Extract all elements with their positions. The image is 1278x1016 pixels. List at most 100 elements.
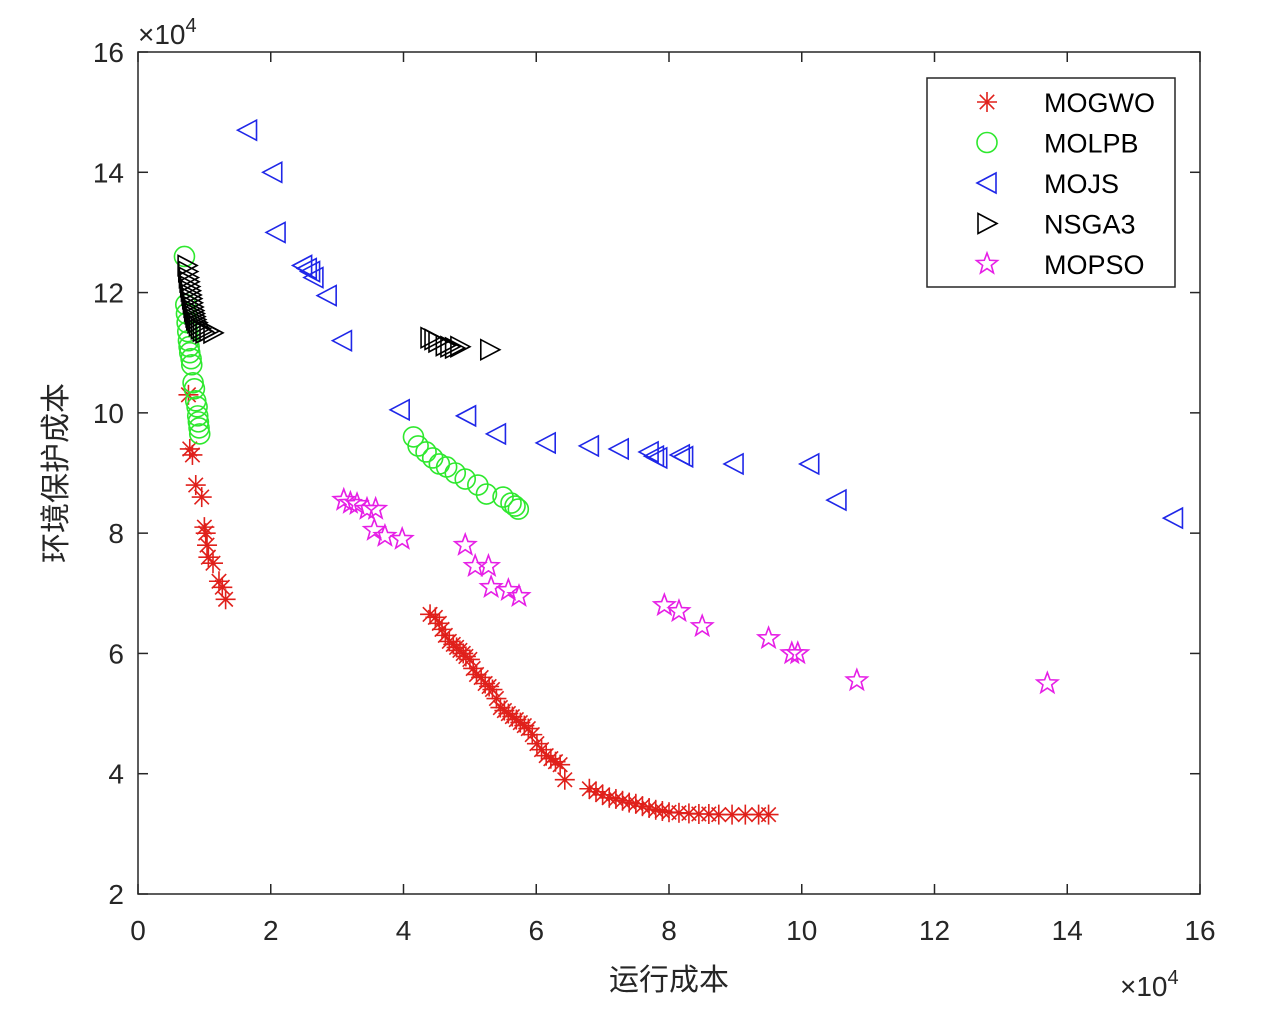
data-point-molpb: [188, 423, 211, 445]
x-tick-label: 6: [528, 915, 544, 946]
data-point-mogwo: [185, 475, 206, 496]
legend-label: MOLPB: [1044, 129, 1139, 159]
data-point-mogwo: [708, 804, 729, 825]
x-tick-label: 10: [786, 915, 817, 946]
x-tick-label: 16: [1184, 915, 1215, 946]
data-point-mogwo: [182, 444, 203, 465]
data-point-molpb: [186, 396, 208, 418]
data-point-molpb: [454, 468, 477, 490]
data-point-mopso: [361, 516, 387, 541]
data-point-mojs: [671, 445, 694, 469]
series-molpb: [173, 245, 530, 520]
data-point-molpb: [467, 474, 489, 496]
data-point-mogwo: [518, 718, 539, 739]
legend-marker-molpb: [976, 131, 998, 154]
data-point-mogwo: [198, 547, 219, 568]
data-point-mogwo: [619, 792, 640, 813]
data-point-mojs: [388, 398, 410, 422]
data-point-mojs: [454, 404, 477, 428]
x-tick-label: 0: [130, 915, 146, 946]
data-point-mopso: [666, 598, 692, 623]
data-point-mogwo: [486, 688, 507, 709]
y-tick-label: 8: [108, 518, 124, 549]
data-point-mopso: [478, 573, 504, 599]
x-tick-label: 8: [661, 915, 677, 946]
data-point-mopso: [495, 576, 522, 602]
data-point-nsga3: [187, 311, 209, 334]
data-point-mopso: [844, 667, 870, 692]
data-point-mopso: [362, 495, 389, 520]
legend-item-mopso: MOPSO: [974, 250, 1145, 280]
data-point-molpb: [186, 405, 209, 427]
data-point-mopso: [785, 640, 811, 665]
data-point-mopso: [344, 490, 370, 516]
data-point-mopso: [689, 613, 715, 638]
y-tick-label: 16: [93, 37, 124, 68]
data-point-mogwo: [215, 589, 236, 610]
y-tick-label: 6: [108, 638, 124, 669]
legend-label: MOJS: [1044, 169, 1119, 199]
data-point-mogwo: [758, 804, 779, 825]
legend: MOGWO MOLPB MOJS NSGA3 MOPSO: [926, 77, 1176, 288]
data-point-mojs: [1161, 506, 1184, 530]
x-axis: 0 2 4 6 8 10 12 14 16: [130, 52, 1216, 946]
data-point-mojs: [825, 488, 847, 512]
data-point-mogwo: [550, 754, 571, 775]
data-point-mojs: [484, 422, 507, 446]
data-point-mopso: [506, 582, 532, 608]
data-point-molpb: [504, 495, 526, 517]
data-point-mopso: [475, 552, 502, 577]
legend-marker-mogwo: [977, 92, 997, 112]
data-point-mojs: [577, 434, 600, 458]
data-point-mojs: [534, 431, 557, 455]
data-point-mogwo: [526, 733, 547, 754]
series-mojs: [235, 118, 1184, 530]
x-tick-label: 2: [263, 915, 279, 946]
data-point-molpb: [407, 435, 429, 457]
data-point-mopso: [389, 525, 415, 550]
series-layer: [173, 118, 1184, 825]
data-point-mojs: [330, 329, 353, 353]
data-point-mojs: [235, 118, 258, 142]
legend-label: MOPSO: [1044, 250, 1145, 280]
data-point-mogwo: [179, 438, 200, 459]
x-axis-exponent: ×104: [1120, 967, 1179, 1002]
data-point-mogwo: [212, 577, 233, 598]
data-point-mopso: [372, 522, 398, 547]
legend-marker-mojs: [975, 171, 997, 195]
data-point-mojs: [645, 446, 668, 470]
data-point-nsga3: [188, 314, 211, 337]
data-point-molpb: [187, 411, 210, 433]
data-point-molpb: [183, 377, 206, 400]
legend-item-nsga3: NSGA3: [977, 210, 1136, 240]
data-point-mopso: [651, 592, 678, 617]
series-mopso: [331, 486, 1060, 695]
y-axis: 2 4 6 8 10 12 14 16: [93, 37, 1200, 910]
data-point-mojs: [722, 452, 744, 476]
data-point-nsga3: [450, 335, 472, 359]
data-point-nsga3: [444, 336, 467, 360]
data-point-mojs: [607, 437, 630, 461]
legend-label: MOGWO: [1044, 88, 1155, 118]
legend-box: [926, 77, 1176, 288]
data-point-mopso: [354, 495, 380, 520]
data-point-mojs: [315, 284, 337, 307]
data-point-mogwo: [203, 553, 224, 574]
y-tick-label: 10: [93, 398, 124, 429]
data-point-mogwo: [208, 571, 229, 592]
y-tick-label: 4: [108, 759, 124, 790]
data-point-nsga3: [479, 338, 502, 362]
data-point-molpb: [173, 245, 196, 268]
series-nsga3: [177, 254, 502, 362]
y-tick-label: 14: [93, 157, 124, 188]
data-point-mojs: [295, 257, 318, 280]
data-point-mojs: [264, 221, 286, 244]
data-point-mogwo: [632, 796, 653, 817]
data-point-molpb: [500, 492, 522, 514]
y-axis-label: 环境保护成本: [39, 383, 74, 563]
data-point-molpb: [475, 483, 498, 505]
data-point-mogwo: [554, 769, 575, 790]
data-point-molpb: [180, 353, 203, 376]
legend-marker-nsga3: [977, 212, 999, 235]
